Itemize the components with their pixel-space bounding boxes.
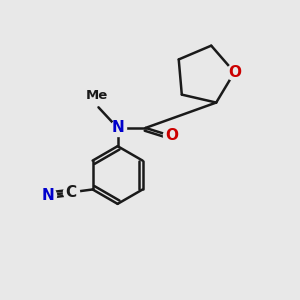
- Text: N: N: [111, 120, 124, 135]
- Text: O: O: [228, 65, 241, 80]
- Text: Me: Me: [86, 89, 108, 102]
- Text: C: C: [65, 185, 76, 200]
- Text: O: O: [165, 128, 178, 143]
- Text: N: N: [41, 188, 54, 203]
